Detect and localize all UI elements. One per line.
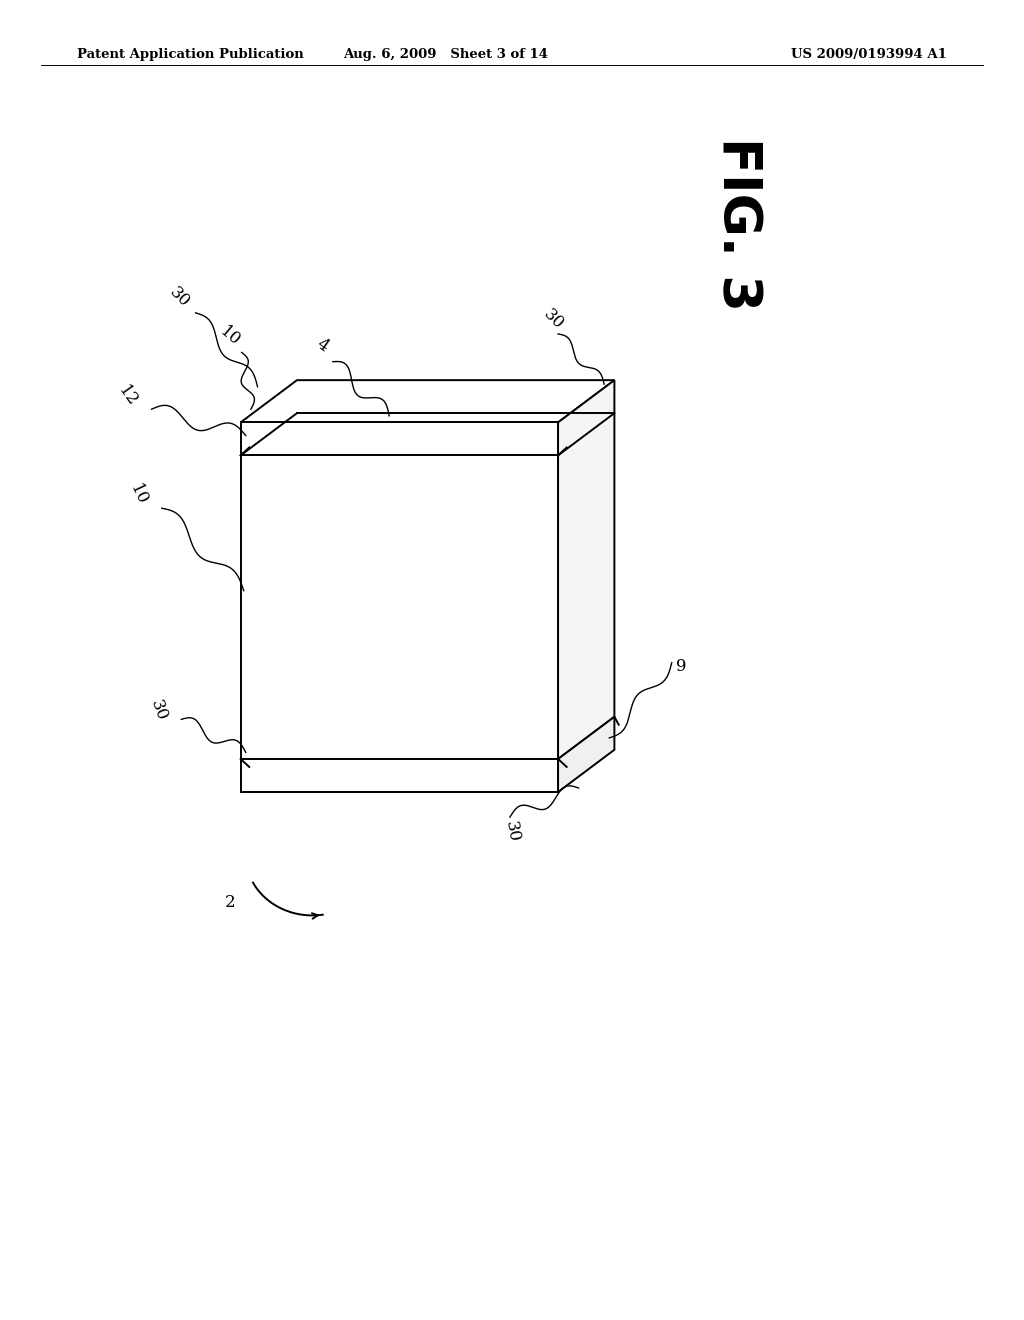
Polygon shape	[241, 422, 558, 759]
Text: Patent Application Publication: Patent Application Publication	[77, 48, 303, 61]
Text: FIG. 3: FIG. 3	[712, 137, 763, 312]
Text: 30: 30	[502, 820, 522, 843]
Text: 30: 30	[540, 306, 566, 333]
Polygon shape	[558, 380, 614, 759]
Text: 2: 2	[225, 894, 236, 911]
Text: 10: 10	[126, 482, 151, 508]
Text: Aug. 6, 2009   Sheet 3 of 14: Aug. 6, 2009 Sheet 3 of 14	[343, 48, 548, 61]
Text: 30: 30	[147, 697, 170, 723]
Text: 30: 30	[166, 284, 193, 310]
Polygon shape	[241, 759, 558, 792]
Polygon shape	[241, 380, 614, 422]
Text: 9: 9	[676, 659, 686, 675]
Polygon shape	[558, 717, 614, 792]
Text: 4: 4	[313, 335, 332, 356]
Text: US 2009/0193994 A1: US 2009/0193994 A1	[792, 48, 947, 61]
Text: 10: 10	[217, 323, 244, 350]
Text: 12: 12	[115, 383, 141, 409]
